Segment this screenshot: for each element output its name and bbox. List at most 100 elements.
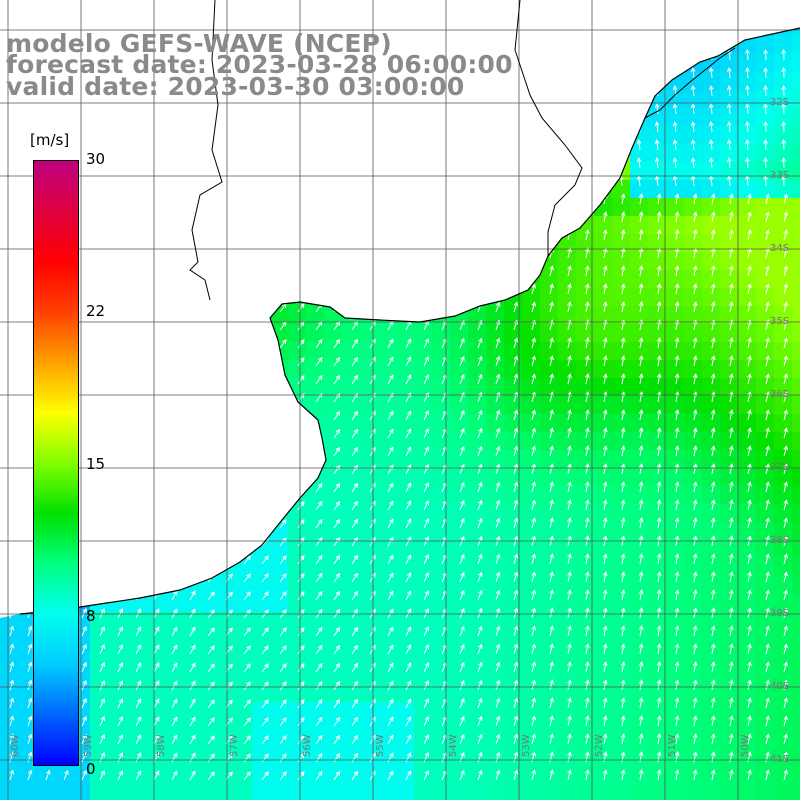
- wind-arrow: [531, 751, 537, 763]
- colorbar-units: [m/s]: [30, 131, 70, 149]
- wind-cell: [558, 522, 577, 541]
- wind-cell: [792, 774, 800, 793]
- wind-arrow: [747, 715, 752, 727]
- wind-cell: [162, 792, 181, 800]
- wind-arrow: [638, 679, 644, 691]
- wind-cell: [108, 666, 127, 685]
- wind-cell: [306, 486, 325, 505]
- wind-cell: [252, 774, 271, 793]
- wind-cell: [306, 612, 325, 631]
- wind-arrow: [351, 572, 358, 583]
- wind-arrow: [477, 409, 483, 421]
- wind-cell: [612, 216, 631, 235]
- wind-cell: [342, 666, 361, 685]
- wind-cell: [90, 720, 109, 739]
- wind-cell: [702, 774, 721, 793]
- wind-cell: [216, 612, 235, 631]
- wind-arrow: [459, 769, 465, 781]
- wind-cell: [756, 414, 775, 433]
- wind-arrow: [783, 679, 788, 691]
- wind-cell: [414, 630, 433, 649]
- wind-arrow: [405, 716, 412, 727]
- wind-arrow: [459, 553, 465, 565]
- wind-arrow: [567, 247, 572, 259]
- wind-cell: [360, 486, 379, 505]
- wind-arrow: [710, 481, 716, 493]
- wind-arrow: [567, 571, 572, 583]
- wind-arrow: [9, 751, 15, 763]
- wind-arrow: [674, 571, 680, 583]
- wind-cell: [720, 180, 739, 199]
- wind-arrow: [9, 679, 15, 691]
- wind-arrow: [117, 698, 124, 709]
- wind-arrow: [99, 751, 105, 763]
- wind-cell: [792, 756, 800, 775]
- wind-cell: [792, 738, 800, 757]
- wind-cell: [666, 180, 685, 199]
- wind-arrow: [279, 573, 287, 583]
- wind-cell: [594, 288, 613, 307]
- wind-arrow: [189, 734, 196, 745]
- wind-arrow: [27, 625, 33, 637]
- wind-arrow: [710, 301, 716, 313]
- wind-cell: [684, 576, 703, 595]
- model-title: modelo GEFS-WAVE (NCEP): [6, 29, 392, 58]
- wind-cell: [774, 342, 793, 361]
- wind-arrow: [351, 410, 358, 421]
- wind-arrow: [495, 697, 501, 709]
- wind-cell: [306, 378, 325, 397]
- wind-cell: [90, 738, 109, 757]
- wind-arrow: [729, 355, 734, 367]
- wind-arrow: [423, 446, 429, 457]
- wind-arrow: [602, 643, 608, 655]
- wind-arrow: [729, 499, 734, 511]
- wind-cell: [594, 504, 613, 523]
- wind-arrow: [585, 643, 590, 655]
- wind-cell: [774, 720, 793, 739]
- wind-cell: [576, 360, 595, 379]
- wind-arrow: [315, 590, 323, 601]
- wind-arrow: [585, 679, 590, 691]
- wind-arrow: [567, 445, 572, 457]
- wind-arrow: [315, 554, 323, 565]
- wind-arrow: [585, 265, 590, 277]
- wind-cell: [468, 504, 487, 523]
- wind-arrow: [351, 662, 358, 673]
- wind-arrow: [333, 752, 341, 763]
- wind-arrow: [351, 626, 358, 637]
- wind-arrow: [638, 445, 644, 457]
- wind-arrow: [549, 445, 554, 457]
- wind-arrow: [745, 156, 750, 169]
- wind-cell: [756, 468, 775, 487]
- wind-arrow: [153, 662, 160, 673]
- wind-cell: [738, 108, 757, 127]
- wind-cell: [504, 450, 523, 469]
- wind-cell: [756, 324, 775, 343]
- wind-cell: [504, 324, 523, 343]
- wind-arrow: [674, 229, 680, 241]
- wind-arrow: [333, 698, 341, 709]
- wind-cell: [684, 630, 703, 649]
- latitude-label: 39S: [770, 608, 790, 619]
- wind-cell: [558, 342, 577, 361]
- wind-arrow: [585, 661, 590, 673]
- wind-arrow: [549, 463, 554, 475]
- wind-cell: [576, 612, 595, 631]
- wind-cell: [450, 396, 469, 415]
- wind-cell: [288, 630, 307, 649]
- wind-cell: [792, 648, 800, 667]
- wind-arrow: [692, 355, 698, 367]
- wind-arrow: [27, 769, 33, 781]
- wind-cell: [738, 126, 757, 145]
- wind-arrow: [99, 607, 105, 619]
- wind-cell: [486, 306, 505, 325]
- wind-cell: [576, 306, 595, 325]
- wind-arrow: [297, 555, 305, 565]
- wind-arrow: [243, 627, 251, 637]
- wind-cell: [342, 756, 361, 775]
- latitude-label: 37S: [770, 462, 790, 473]
- wind-cell: [378, 522, 397, 541]
- wind-cell: [720, 270, 739, 289]
- wind-arrow: [387, 410, 394, 421]
- wind-arrow: [674, 211, 680, 223]
